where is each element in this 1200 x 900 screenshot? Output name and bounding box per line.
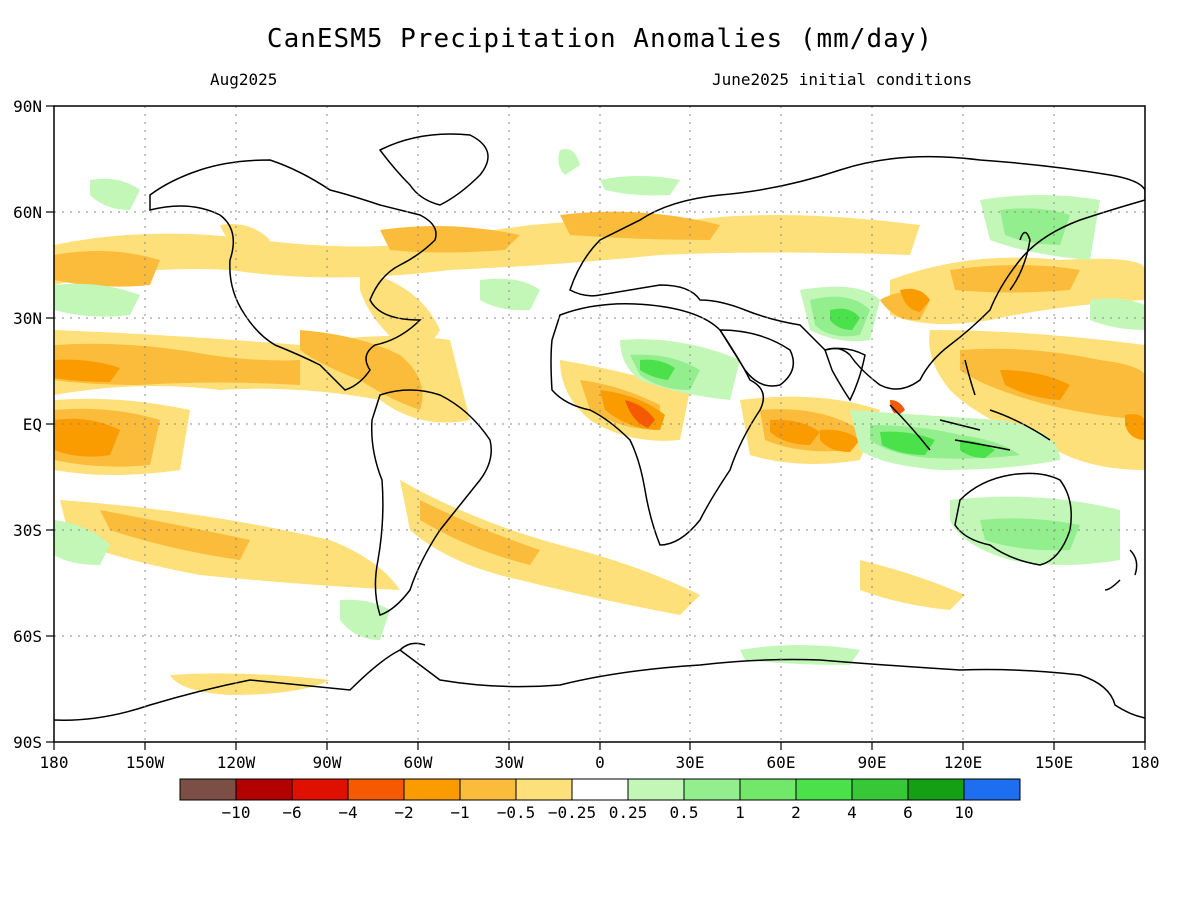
coastlines (54, 133, 1145, 721)
south-america-coast (370, 389, 492, 616)
colorbar-swatch (907, 778, 965, 801)
lon-label: 180 (1131, 753, 1160, 772)
australia-coast (954, 472, 1072, 566)
initial-conditions-label: June2025 initial conditions (712, 70, 973, 89)
colorbar-swatch (963, 778, 1021, 801)
colorbar-label: 10 (954, 803, 973, 822)
lon-label: 0 (595, 753, 605, 772)
lon-label: 120W (217, 753, 256, 772)
colorbar-label: 0.25 (609, 803, 648, 822)
lon-label: 30W (495, 753, 524, 772)
colorbar-swatch (347, 778, 405, 801)
colorbar-swatch (459, 778, 517, 801)
lat-label: 60S (13, 627, 42, 646)
colorbar-label: 6 (903, 803, 913, 822)
africa-coast (550, 303, 765, 546)
colorbar-label: −2 (394, 803, 413, 822)
colorbar-swatch (739, 778, 797, 801)
colorbar-swatch (627, 778, 685, 801)
colorbar-label: −4 (338, 803, 357, 822)
colorbar-label: −0.25 (548, 803, 596, 822)
lat-label: 60N (13, 203, 42, 222)
colorbar-labels: −10 −6 −4 −2 −1 −0.5 −0.25 0.25 0.5 1 2 4 6 10 (222, 803, 974, 822)
colorbar-label: −10 (222, 803, 251, 822)
colorbar-swatch (683, 778, 741, 801)
lat-label: 90S (13, 733, 42, 752)
southeast-asia-islands (889, 359, 1051, 451)
lat-label: 30N (13, 309, 42, 328)
lon-label: 90W (313, 753, 342, 772)
lon-label: 150E (1035, 753, 1074, 772)
japan-coast (1009, 231, 1031, 291)
lon-label: 120E (944, 753, 983, 772)
lon-label: 180 (40, 753, 69, 772)
colorbar-swatch (403, 778, 461, 801)
colorbar-swatch (291, 778, 349, 801)
arabia-coast (718, 329, 795, 387)
axis-ticks (46, 105, 1146, 750)
colorbar (179, 778, 1021, 801)
map-title: CanESM5 Precipitation Anomalies (mm/day) (266, 24, 934, 54)
lat-label: 90N (13, 97, 42, 116)
colorbar-label: −6 (282, 803, 301, 822)
lat-label: 30S (13, 521, 42, 540)
colorbar-swatch (851, 778, 909, 801)
colorbar-label: 0.5 (670, 803, 699, 822)
colorbar-label: −0.5 (497, 803, 536, 822)
greenland-coast (378, 133, 489, 206)
anomaly-band-very-strong-dry (625, 400, 905, 428)
colorbar-label: 1 (735, 803, 745, 822)
antarctica-coast (54, 649, 1145, 721)
graticule (54, 106, 1145, 742)
colorbar-swatch (235, 778, 293, 801)
lon-label: 30E (676, 753, 705, 772)
antarctic-peninsula-coast (399, 642, 426, 651)
lon-label: 150W (126, 753, 165, 772)
anomaly-band-strong-wet (640, 308, 995, 458)
eurasia-coast (569, 155, 1145, 390)
colorbar-label: −1 (450, 803, 469, 822)
lon-label: 60W (404, 753, 433, 772)
new-zealand-coast (1104, 549, 1138, 591)
india-coast (824, 347, 866, 402)
lat-label: EQ (23, 415, 42, 434)
anomaly-field (54, 149, 1145, 695)
colorbar-swatch (571, 778, 629, 801)
colorbar-label: 2 (791, 803, 801, 822)
lon-label: 60E (767, 753, 796, 772)
colorbar-swatch (795, 778, 853, 801)
lon-label: 90E (858, 753, 887, 772)
forecast-month-label: Aug2025 (210, 70, 278, 89)
colorbar-swatch (515, 778, 573, 801)
colorbar-swatch (179, 778, 237, 801)
north-america-coast (149, 159, 437, 391)
colorbar-label: 4 (847, 803, 857, 822)
